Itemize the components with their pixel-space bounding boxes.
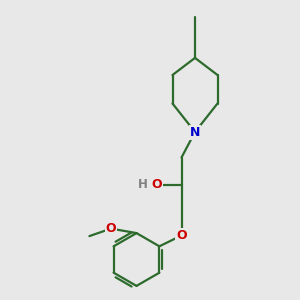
Text: O: O [176, 229, 187, 242]
Text: N: N [190, 125, 200, 139]
Text: H: H [138, 178, 147, 191]
Text: O: O [152, 178, 162, 191]
Text: O: O [106, 222, 116, 235]
